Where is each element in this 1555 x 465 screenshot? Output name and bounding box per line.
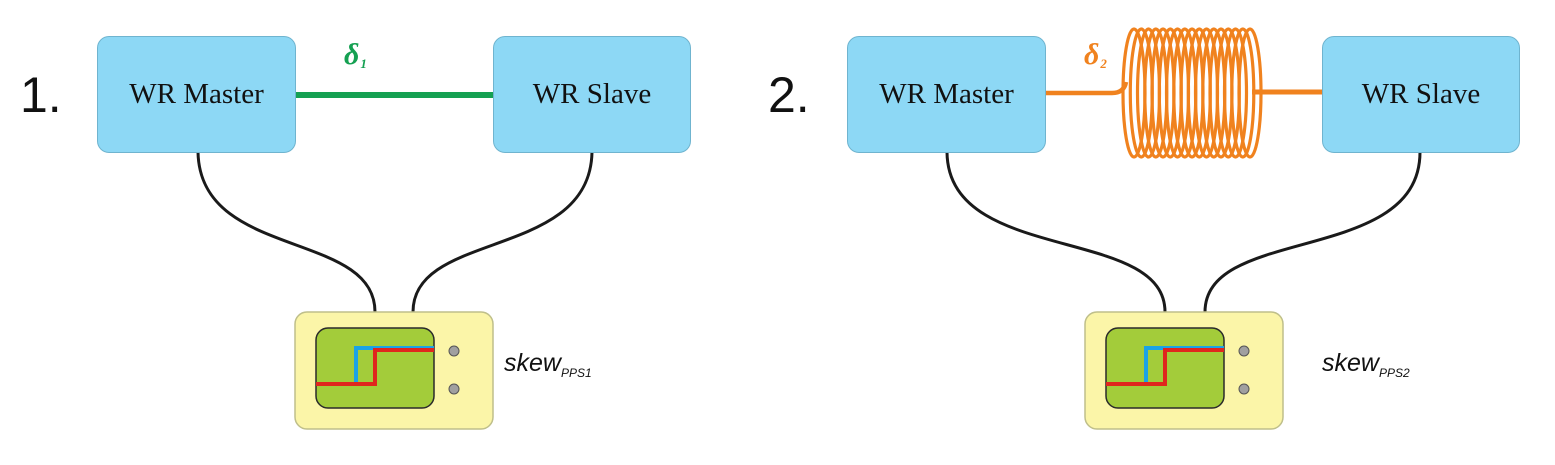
- wr-master-box-1: WR Master: [97, 36, 296, 153]
- wr-master-box-2: WR Master: [847, 36, 1046, 153]
- wr-slave-box-1: WR Slave: [493, 36, 691, 153]
- wr-slave-box-2: WR Slave: [1322, 36, 1520, 153]
- pps-trace-red: [316, 348, 434, 386]
- setup-number-2: 2.: [768, 67, 810, 123]
- pps-trace-red: [1106, 348, 1224, 386]
- skew-subscript: PPS2: [1378, 366, 1410, 380]
- cable-master-to-scope-2: [945, 151, 1167, 313]
- skew-label-1: skewPPS1: [504, 349, 592, 380]
- delay-label-1: δ1: [344, 38, 367, 71]
- scope-knob: [1238, 383, 1250, 395]
- delay-label-2: δ2: [1084, 38, 1107, 71]
- skew-label-2: skewPPS2: [1322, 349, 1410, 380]
- spool-ring: [1230, 27, 1256, 159]
- delay-symbol: δ: [344, 38, 360, 71]
- scope-knob: [1238, 345, 1250, 357]
- skew-text: skew: [504, 349, 561, 377]
- fiber-link-spool: [1046, 27, 1324, 159]
- fiber-spool: [1121, 27, 1263, 159]
- spool-ring: [1237, 27, 1263, 159]
- spool-ring: [1222, 27, 1249, 159]
- delay-symbol: δ: [1084, 38, 1100, 71]
- delay-subscript: 1: [360, 56, 367, 71]
- scope-knob: [448, 345, 460, 357]
- setup-number-1: 1.: [20, 67, 62, 123]
- cable-slave-to-scope-1: [411, 151, 594, 313]
- oscilloscope-2: [1084, 311, 1284, 430]
- skew-subscript: PPS1: [560, 366, 592, 380]
- scope-knob: [448, 383, 460, 395]
- skew-text: skew: [1322, 349, 1379, 377]
- cable-slave-to-scope-2: [1203, 151, 1422, 313]
- delay-subscript: 2: [1100, 56, 1107, 71]
- oscilloscope-1: [294, 311, 494, 430]
- cable-master-to-scope-1: [196, 151, 377, 313]
